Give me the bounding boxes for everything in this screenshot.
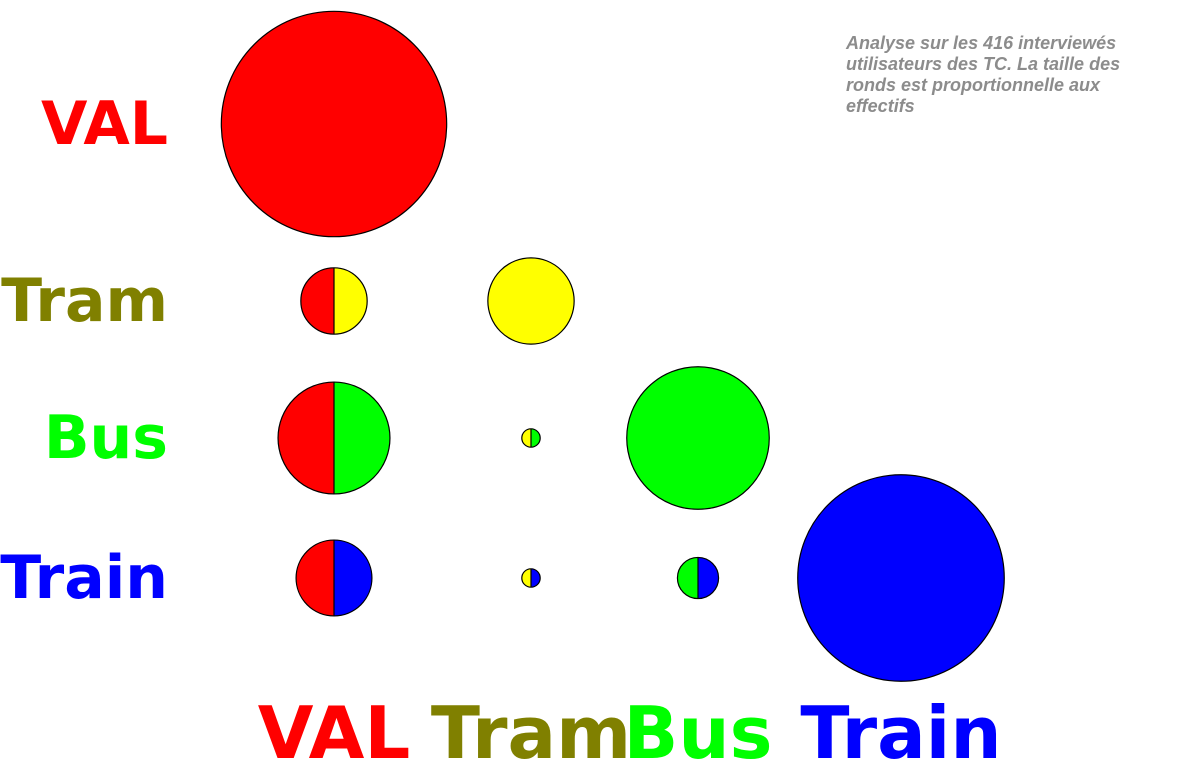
row-label-tram: Tram xyxy=(1,266,168,336)
bubble-bus-tram xyxy=(521,428,541,448)
bubble-train-tram xyxy=(521,568,541,588)
bubble-val-val xyxy=(220,10,448,238)
bubble-train-bus xyxy=(676,556,720,600)
column-label-tram: Tram xyxy=(431,691,631,760)
column-label-train: Train xyxy=(800,691,1001,760)
row-label-val: VAL xyxy=(41,89,168,159)
bubble-train-train xyxy=(797,474,1005,682)
column-label-val: VAL xyxy=(258,691,410,760)
chart-note: Analyse sur les 416 interviewés utilisat… xyxy=(846,33,1121,116)
column-label-bus: Bus xyxy=(624,691,773,760)
row-label-train: Train xyxy=(0,543,168,613)
bubble-bus-val xyxy=(277,381,391,495)
bubble-tram-tram xyxy=(487,257,575,345)
row-label-bus: Bus xyxy=(44,403,168,473)
bubble-tram-val xyxy=(300,267,368,335)
bubble-bus-bus xyxy=(626,366,770,510)
bubble-train-val xyxy=(295,539,373,617)
